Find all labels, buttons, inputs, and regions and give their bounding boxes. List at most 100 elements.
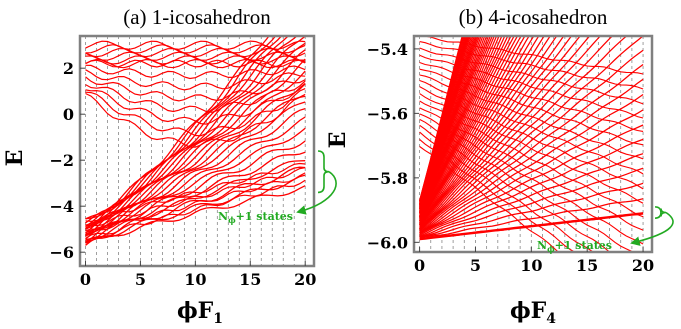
panel-b-level-54 <box>418 36 468 205</box>
panel-b-arrow <box>630 211 674 246</box>
panel-b-level-65 <box>419 68 644 146</box>
panel-b-frame <box>412 34 654 254</box>
panel-b-level-15 <box>419 36 602 230</box>
panel-b-level-66 <box>419 74 644 160</box>
panel-b-level-70 <box>419 100 644 218</box>
panel-b-level-68 <box>419 86 644 190</box>
panel-b-level-55 <box>418 36 467 205</box>
panel-b-curves <box>418 36 644 252</box>
panel-b-level-9 <box>419 78 644 234</box>
panel-b-level-14 <box>419 36 614 230</box>
panel-b-xlabel: ϕF4 <box>510 298 556 327</box>
panel-a-annotation-text: Nϕ+1 states <box>218 210 293 225</box>
panel-a-level-8 <box>85 107 306 234</box>
panel-b-xtick-label: 0 <box>414 256 425 275</box>
panel-b-level-41 <box>419 36 486 214</box>
panel-a-level-39 <box>85 162 306 223</box>
panel-b-level-78 <box>419 212 644 241</box>
panel-a-level-20 <box>85 36 277 220</box>
panel-b-level-27 <box>419 36 522 222</box>
panel-a-level-29 <box>85 92 306 148</box>
panel-b-level-50 <box>419 36 473 208</box>
panel-b-xlabel-sub: 4 <box>546 311 556 327</box>
panel-b-level-19 <box>419 36 565 228</box>
panel-b-level-52 <box>419 36 470 206</box>
panel-a-level-22 <box>85 59 306 68</box>
panel-b-level-73 <box>419 118 634 252</box>
panel-b-level-39 <box>419 36 490 214</box>
panel-a: (a) 1-icosahedron 0 5 10 15 20 −6 −4 −2 0 2 E ϕF… <box>2 5 337 327</box>
panel-a-ytick-label: −2 <box>49 151 74 170</box>
panel-b-ylabel: E <box>325 132 351 149</box>
panel-b-level-62 <box>419 47 644 105</box>
panel-a-level-24 <box>85 69 306 91</box>
panel-b-level-35 <box>419 36 498 218</box>
panel-a-ylabel: E <box>2 150 28 167</box>
panel-b-level-74 <box>419 124 611 252</box>
panel-b-level-67 <box>419 79 644 175</box>
panel-b-level-49 <box>419 36 474 209</box>
panel-a-xtick-label: 15 <box>239 270 261 289</box>
panel-b-level-47 <box>419 36 477 209</box>
panel-a-level-32 <box>85 51 306 61</box>
panel-b-level-64 <box>419 61 644 132</box>
panel-b-level-60 <box>419 36 644 75</box>
panel-b-level-36 <box>419 36 495 217</box>
panel-b-level-76 <box>419 138 576 252</box>
panel-b-bracket <box>654 206 667 219</box>
panel-a-ytick-label: 2 <box>63 59 74 78</box>
panel-b-xtick-label: 20 <box>632 256 654 275</box>
panel-a-annotation: Nϕ+1 states <box>218 150 337 225</box>
panel-b-level-2 <box>419 182 644 238</box>
panel-a-level-3 <box>85 160 306 243</box>
panel-a-level-26 <box>85 80 306 113</box>
panel-a-xtick-label: 10 <box>184 270 206 289</box>
panel-a-bracket <box>317 150 330 194</box>
panel-b-xtick-label: 5 <box>470 256 481 275</box>
panel-b-level-57 <box>418 36 465 203</box>
panel-b-level-58 <box>418 36 464 202</box>
panel-b-level-72 <box>419 113 644 245</box>
panel-b-level-43 <box>419 36 482 213</box>
panel-b-level-37 <box>419 36 493 216</box>
panel-a-ytick-label: −6 <box>49 243 74 262</box>
panel-b-ytick-label: −5.4 <box>367 40 408 59</box>
panel-a-xlabel-sub: 1 <box>213 311 223 327</box>
panel-a-level-25 <box>85 76 306 102</box>
panel-b-level-44 <box>419 36 481 211</box>
panel-a-arrow <box>296 171 337 215</box>
panel-b-level-45 <box>419 36 479 210</box>
panel-b-level-77 <box>419 146 560 252</box>
panel-a-title: (a) 1-icosahedron <box>123 5 271 29</box>
panel-b: (b) 4-icosahedron 0 5 10 15 20 −6.0−5.8−5.6−… <box>325 5 674 327</box>
panel-a-xlabel-main: ϕF <box>177 298 214 324</box>
panel-b-level-8 <box>419 93 644 234</box>
panel-a-level-11 <box>85 83 306 237</box>
panel-b-xtick-label: 15 <box>576 256 598 275</box>
panel-b-level-42 <box>419 36 484 213</box>
panel-b-level-5 <box>419 138 644 238</box>
panel-b-level-24 <box>419 36 535 225</box>
panel-b-level-48 <box>419 36 475 209</box>
panel-b-level-7 <box>419 109 644 235</box>
panel-a-level-37 <box>85 172 306 232</box>
panel-b-level-61 <box>419 41 644 90</box>
panel-b-level-4 <box>419 153 644 238</box>
panel-a-level-35 <box>85 40 306 50</box>
panel-b-xticks: 0 5 10 15 20 <box>414 247 654 275</box>
panel-a-level-36 <box>85 179 306 239</box>
panel-a-level-0 <box>85 185 306 246</box>
panel-b-annotation-text: Nϕ+1 states <box>537 239 612 254</box>
panel-a-level-28 <box>85 88 306 137</box>
panel-a-curves <box>85 36 306 246</box>
panel-b-level-26 <box>419 36 526 223</box>
panel-b-level-32 <box>419 36 506 219</box>
panel-b-title: (b) 4-icosahedron <box>459 5 608 29</box>
panel-b-level-13 <box>419 36 628 231</box>
panel-a-xlabel: ϕF1 <box>177 298 223 327</box>
panel-a-level-30 <box>85 58 306 69</box>
panel-a-xtick-label: 20 <box>294 270 316 289</box>
panel-b-level-30 <box>419 36 512 221</box>
panel-a-level-23 <box>85 64 306 80</box>
